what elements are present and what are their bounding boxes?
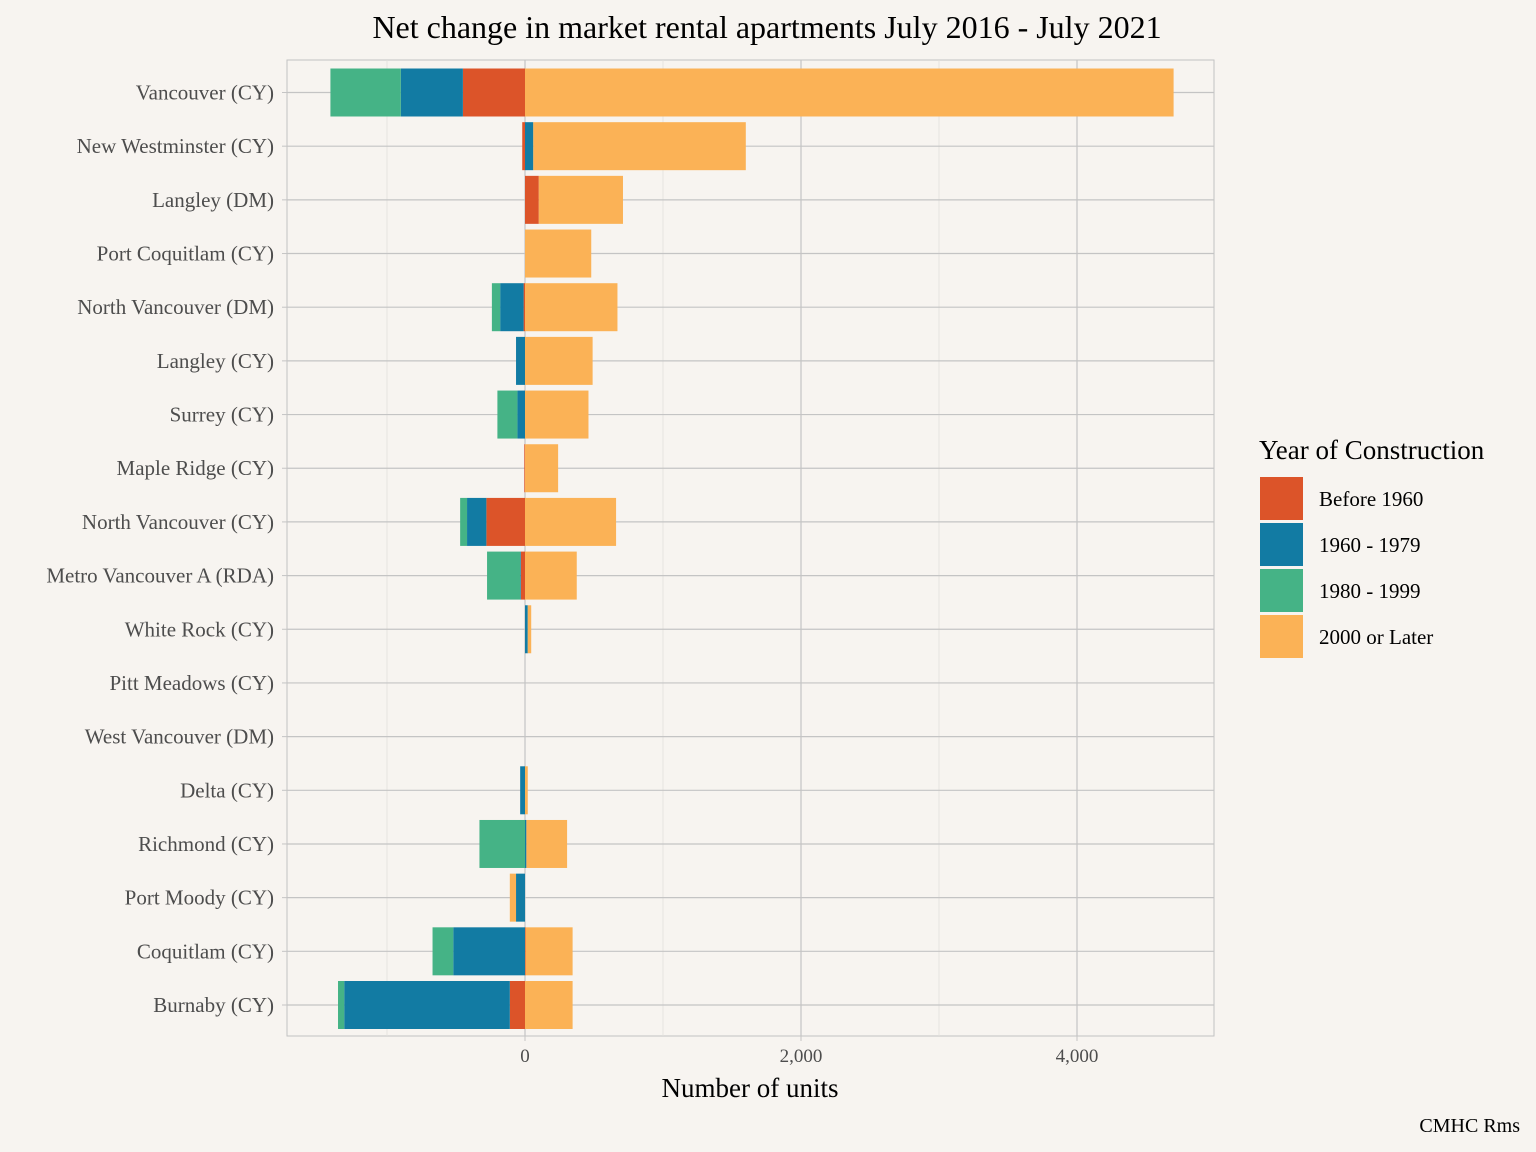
chart-caption: CMHC Rms — [1419, 1115, 1520, 1137]
bar-langley-cy-1960-1979 — [516, 336, 525, 385]
bar-vancouver-cy-1960-1979 — [400, 68, 463, 117]
bar-burnaby-cy-before-1960 — [509, 981, 525, 1029]
x-axis-title: Number of units — [662, 1073, 839, 1103]
y-tick-label: Langley (CY) — [157, 349, 274, 373]
y-axis-labels: Vancouver (CY) New Westminster (CY) Langle… — [46, 81, 287, 1017]
y-tick-label: Vancouver (CY) — [136, 81, 274, 105]
bar-metro-vancouver-a-rda-2000-or-later — [525, 551, 577, 600]
plot-panel-border — [286, 59, 1215, 1037]
bar-vancouver-cy-before-1960 — [462, 68, 525, 117]
bar-north-vancouver-dm-before-1960 — [523, 283, 525, 332]
bar-north-vancouver-cy-1980-1999 — [460, 497, 468, 546]
legend: Year of Construction Before 1960 1960 - 1… — [1259, 435, 1485, 658]
y-tick-label: New Westminster (CY) — [77, 134, 274, 158]
legend-title: Year of Construction — [1259, 435, 1485, 465]
bar-delta-cy-2000-or-later — [525, 766, 528, 815]
bar-surrey-cy-2000-or-later — [525, 390, 589, 439]
bar-coquitlam-cy-2000-or-later — [525, 927, 573, 976]
y-tick-label: Burnaby (CY) — [153, 993, 274, 1017]
bars — [330, 68, 1174, 1029]
y-tick-label: Pitt Meadows (CY) — [110, 671, 275, 695]
bar-langley-dm-2000-or-later — [538, 175, 623, 224]
bar-north-vancouver-cy-before-1960 — [486, 497, 525, 546]
y-tick-label: Port Moody (CY) — [125, 886, 274, 910]
x-tick-label: 4,000 — [1056, 1046, 1099, 1067]
bar-richmond-cy-2000-or-later — [526, 819, 568, 868]
legend-swatch-2000-or-later — [1260, 615, 1303, 658]
bar-new-westminster-cy-2000-or-later — [533, 122, 746, 171]
bar-coquitlam-cy-1980-1999 — [432, 927, 454, 976]
y-tick-label: North Vancouver (CY) — [82, 510, 274, 534]
bar-burnaby-cy-1960-1979 — [344, 981, 510, 1029]
legend-items: Before 1960 1960 - 1979 1980 - 1999 2000 or… — [1260, 477, 1433, 658]
y-tick-label: Coquitlam (CY) — [137, 939, 274, 963]
bar-surrey-cy-1980-1999 — [497, 390, 518, 439]
grid — [287, 60, 1214, 1036]
chart-title: Net change in market rental apartments J… — [372, 9, 1161, 45]
bar-langley-dm-before-1960 — [525, 175, 539, 224]
y-tick-label: Richmond (CY) — [138, 832, 274, 856]
bar-coquitlam-cy-before-1960 — [525, 927, 526, 976]
bar-metro-vancouver-a-rda-1960-1979 — [520, 551, 521, 600]
bar-north-vancouver-dm-1960-1979 — [500, 283, 524, 332]
legend-label-1980-1999: 1980 - 1999 — [1319, 579, 1421, 603]
bar-vancouver-cy-1980-1999 — [330, 68, 401, 117]
bar-white-rock-cy-1960-1979 — [525, 605, 528, 654]
bar-maple-ridge-cy-2000-or-later — [525, 444, 559, 493]
bar-white-rock-cy-2000-or-later — [527, 605, 532, 654]
y-tick-label: Surrey (CY) — [170, 403, 274, 427]
bar-north-vancouver-dm-2000-or-later — [525, 283, 618, 332]
bar-metro-vancouver-a-rda-1980-1999 — [487, 551, 521, 600]
legend-label-1960-1979: 1960 - 1979 — [1319, 533, 1421, 557]
y-tick-label: White Rock (CY) — [125, 617, 274, 641]
bar-richmond-cy-1960-1979 — [525, 819, 527, 868]
bar-north-vancouver-cy-1960-1979 — [467, 497, 487, 546]
y-tick-label: Port Coquitlam (CY) — [97, 242, 274, 266]
y-tick-label: West Vancouver (DM) — [85, 725, 274, 749]
x-tick-label: 2,000 — [780, 1046, 823, 1067]
bar-burnaby-cy-1980-1999 — [338, 981, 345, 1029]
bar-port-coquitlam-cy-2000-or-later — [525, 229, 592, 278]
y-tick-label: North Vancouver (DM) — [77, 295, 274, 319]
bar-new-westminster-cy-before-1960 — [522, 122, 525, 171]
bar-new-westminster-cy-1960-1979 — [525, 122, 534, 171]
bar-vancouver-cy-2000-or-later — [525, 68, 1174, 117]
legend-swatch-1960-1979 — [1260, 523, 1303, 566]
x-axis-ticks: 0 2,000 4,000 — [520, 1036, 1098, 1067]
bar-richmond-cy-1980-1999 — [479, 819, 525, 868]
bar-langley-cy-2000-or-later — [525, 336, 593, 385]
bar-maple-ridge-cy-before-1960 — [524, 444, 525, 493]
plot-area — [286, 59, 1215, 1037]
bar-burnaby-cy-2000-or-later — [525, 981, 573, 1029]
y-tick-label: Delta (CY) — [180, 778, 274, 802]
bar-surrey-cy-1960-1979 — [517, 390, 525, 439]
bar-delta-cy-1960-1979 — [520, 766, 525, 815]
bar-north-vancouver-cy-2000-or-later — [525, 497, 617, 546]
legend-label-before-1960: Before 1960 — [1319, 487, 1423, 511]
legend-swatch-before-1960 — [1260, 477, 1303, 520]
y-tick-label: Maple Ridge (CY) — [117, 456, 274, 480]
x-tick-label: 0 — [520, 1046, 530, 1067]
bar-north-vancouver-dm-1980-1999 — [491, 283, 501, 332]
y-tick-label: Langley (DM) — [152, 188, 274, 212]
bar-metro-vancouver-a-rda-before-1960 — [520, 551, 525, 600]
legend-swatch-1980-1999 — [1260, 569, 1303, 612]
bar-port-moody-cy-1960-1979 — [516, 873, 525, 922]
bar-coquitlam-cy-1960-1979 — [453, 927, 525, 976]
y-tick-label: Metro Vancouver A (RDA) — [46, 564, 274, 588]
bar-port-moody-cy-2000-or-later — [509, 873, 517, 922]
legend-label-2000-or-later: 2000 or Later — [1319, 625, 1433, 649]
